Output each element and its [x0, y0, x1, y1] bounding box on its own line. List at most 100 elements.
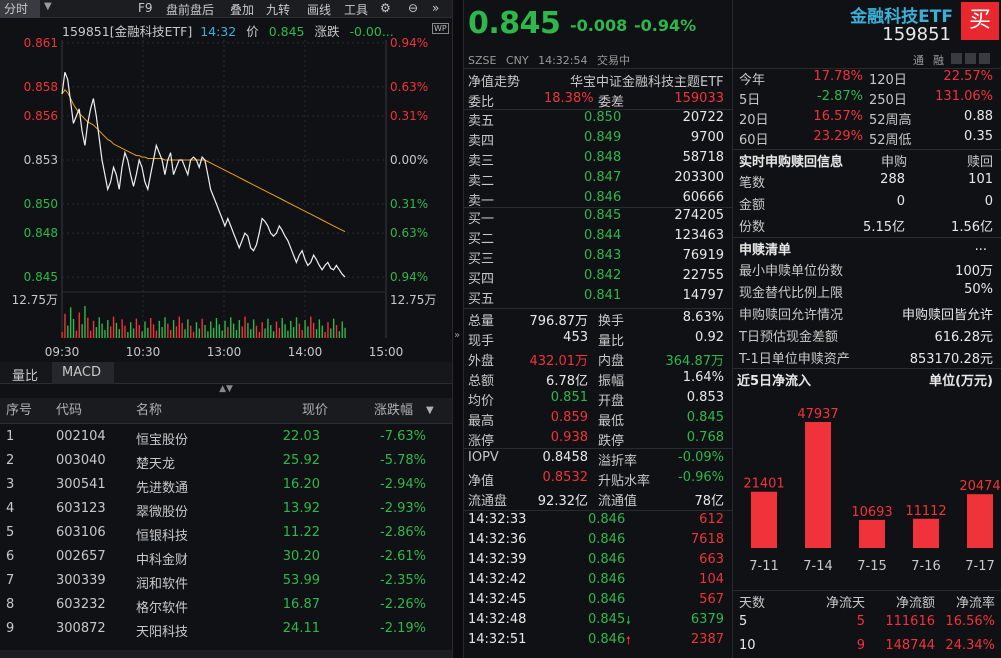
volume-bar	[150, 318, 152, 338]
horizontal-scrollbar[interactable]	[0, 650, 452, 658]
stats-value: 1.64%	[682, 370, 724, 385]
volume-bar	[298, 323, 301, 338]
minimize-icon[interactable]: ⊖	[408, 1, 419, 15]
tick-time: 14:32:45	[468, 592, 527, 607]
tag-rong: 融	[933, 54, 944, 67]
row-code: 300872	[56, 621, 106, 636]
iopv-label: IOPV	[468, 450, 499, 465]
row-index: 6	[6, 549, 15, 564]
asks-price[interactable]: 0.846	[584, 190, 622, 205]
y-tick-left: 0.853	[24, 153, 58, 167]
list-value: 616.28元	[934, 330, 994, 345]
table-row[interactable]: 7 300339 润和软件 53.99 -2.35%	[0, 570, 452, 594]
asks-price[interactable]: 0.850	[584, 110, 622, 125]
gear-icon[interactable]: ⚙	[380, 1, 391, 15]
volume-bar	[212, 327, 215, 338]
tick-time: 14:32:39	[468, 552, 527, 567]
currency: CNY	[505, 54, 529, 67]
more-icon[interactable]	[979, 53, 990, 64]
collapse-arrow-icon[interactable]: »	[454, 330, 461, 341]
volume-bar	[215, 318, 218, 338]
stats-value: 432.01万	[529, 354, 589, 369]
row-price: 16.87	[282, 597, 320, 612]
nav-trend-link[interactable]: 净值走势	[468, 75, 521, 90]
bids-price[interactable]: 0.845	[584, 208, 622, 223]
sort-desc-icon[interactable]: ▼	[426, 405, 434, 416]
tab-volume-ratio[interactable]: 量比	[12, 369, 39, 384]
list-title: 申赎清单	[739, 243, 792, 258]
volume-bar	[89, 330, 92, 338]
row-change: -5.78%	[380, 453, 426, 468]
tick-price: 0.846	[588, 512, 626, 527]
stats-value: 0.853	[686, 390, 724, 405]
col-name[interactable]: 名称	[136, 403, 163, 418]
table-row[interactable]: 3 300541 先进数通 16.20 -2.94%	[0, 474, 452, 498]
collapse-icon[interactable]: ▲▼	[219, 384, 233, 394]
table-row[interactable]: 9 300872 天阳科技 24.11 -2.19%	[0, 618, 452, 642]
col-change[interactable]: 涨跌幅	[374, 403, 414, 418]
tool-icon[interactable]	[965, 53, 976, 64]
tab-timeshare[interactable]: 分时	[0, 0, 40, 18]
bids-price[interactable]: 0.841	[584, 288, 622, 303]
stats-value: 0.938	[550, 430, 588, 445]
weicha-value: 159033	[674, 91, 724, 106]
table-row[interactable]: 2 003040 楚天龙 25.92 -5.78%	[0, 450, 452, 474]
tab-overlay[interactable]: 叠加	[230, 3, 255, 17]
tab-f9[interactable]: F9	[138, 1, 153, 15]
tab-premarket[interactable]: 盘前盘后	[166, 3, 215, 17]
row-index: 5	[6, 525, 15, 540]
asks-price[interactable]: 0.849	[584, 130, 622, 145]
table-row[interactable]: 4 603123 翠微股份 13.92 -2.93%	[0, 498, 452, 522]
chart-price: 0.845	[268, 24, 305, 39]
stats-value: 453	[563, 330, 588, 345]
table-row[interactable]: 6 002657 中科金财 30.20 -2.61%	[0, 546, 452, 570]
list-more-button[interactable]: ...	[974, 239, 987, 254]
volume-bar	[327, 322, 329, 338]
flow-cell: 148744	[885, 638, 935, 653]
bids-price[interactable]: 0.844	[584, 228, 622, 243]
chart-change: -0.00...	[349, 24, 394, 39]
buy-button[interactable]: 买	[961, 2, 999, 40]
tick-price: 0.845	[588, 612, 626, 627]
row-code: 603106	[56, 525, 106, 540]
volume-bar	[107, 320, 109, 338]
col-code[interactable]: 代码	[56, 403, 83, 418]
volume-bar	[75, 330, 78, 338]
volume-bar	[267, 318, 269, 338]
tab-tools[interactable]: 工具	[344, 3, 369, 17]
tab-nine-turn[interactable]: 九转	[266, 3, 291, 17]
expand-icon[interactable]: »	[432, 1, 440, 15]
volume-bar	[224, 320, 226, 338]
col-index[interactable]: 序号	[6, 403, 33, 418]
list-value: 申购赎回皆允许	[901, 308, 993, 323]
y-tick-left: 0.861	[24, 36, 58, 50]
bids-price[interactable]: 0.842	[584, 268, 622, 283]
asks-price[interactable]: 0.848	[584, 150, 622, 165]
last-price: 0.845	[468, 6, 561, 41]
perf-label: 52周低	[869, 133, 912, 148]
tick-volume: 2387	[690, 632, 724, 647]
tab-draw-line[interactable]: 画线	[307, 3, 332, 17]
tab-macd[interactable]: MACD	[52, 362, 114, 384]
volume-bar	[278, 327, 281, 338]
bids-price[interactable]: 0.843	[584, 248, 622, 263]
dropdown-icon[interactable]: ▼	[44, 1, 52, 12]
perf-value: 17.78%	[813, 69, 863, 84]
bids-volume: 274205	[674, 208, 724, 223]
asks-price[interactable]: 0.847	[584, 170, 622, 185]
wp-badge[interactable]: WP	[432, 23, 449, 34]
edit-icon[interactable]	[951, 53, 962, 64]
row-code: 603232	[56, 597, 106, 612]
table-row[interactable]: 1 002104 恒宝股份 22.03 -7.63%	[0, 426, 452, 450]
table-row[interactable]: 5 603106 恒银科技 11.22 -2.86%	[0, 522, 452, 546]
table-row[interactable]: 8 603232 格尔软件 16.87 -2.26%	[0, 594, 452, 618]
subscribe-col1: 申购	[881, 155, 908, 170]
volume-bar	[235, 329, 238, 338]
tick-price: 0.846	[588, 532, 626, 547]
row-code: 300339	[56, 573, 106, 588]
tick-price: 0.846	[588, 572, 626, 587]
col-price[interactable]: 现价	[302, 403, 329, 418]
volume-bar	[301, 329, 303, 338]
panel-divider[interactable]: »	[452, 0, 464, 658]
volume-bar	[221, 330, 223, 338]
